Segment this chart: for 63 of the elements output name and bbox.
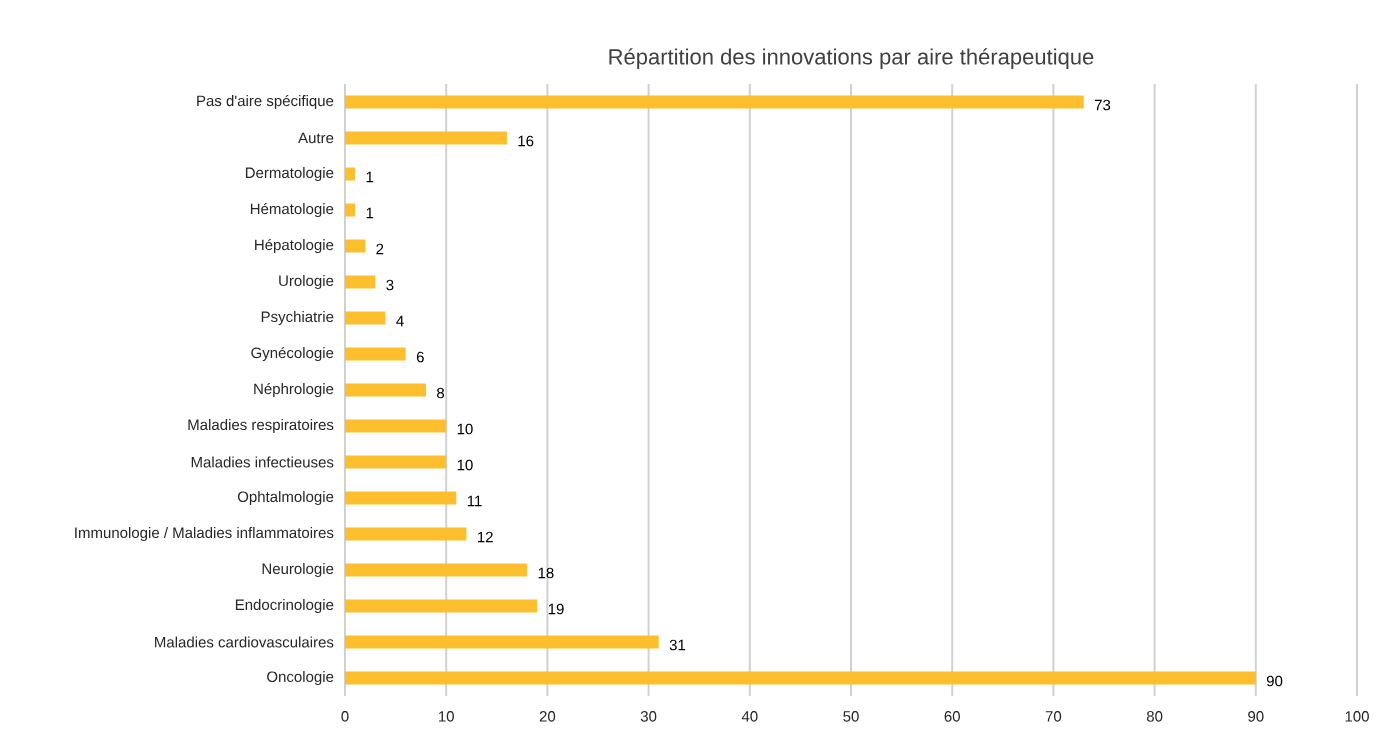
x-tick-label: 90 <box>1248 711 1264 722</box>
data-label: 1 <box>366 171 374 183</box>
x-tick-label: 30 <box>640 711 657 722</box>
y-tick-label: Hématologie <box>250 202 334 218</box>
x-tick-label: 10 <box>438 711 454 722</box>
x-tick-label: 60 <box>944 711 960 722</box>
data-label: 4 <box>396 315 404 327</box>
y-tick-label: Maladies cardiovasculaires <box>155 636 334 648</box>
bar <box>345 635 659 649</box>
data-label: 10 <box>457 423 473 435</box>
data-label: 90 <box>1266 675 1283 687</box>
bar <box>345 527 467 541</box>
bar <box>345 599 538 613</box>
y-tick-label: Autre <box>298 132 334 144</box>
bar <box>345 203 356 217</box>
y-tick-label: Hépatologie <box>255 238 334 254</box>
y-tick-label: Maladies infectieuses <box>191 456 334 468</box>
bar <box>345 455 447 469</box>
bar <box>345 383 426 397</box>
x-tick-label: 100 <box>1345 711 1369 722</box>
y-tick-label: Oncologie <box>267 671 334 685</box>
data-label: 10 <box>457 459 473 471</box>
x-tick-label: 40 <box>741 711 758 722</box>
bar <box>345 167 356 181</box>
data-label: 12 <box>477 531 493 543</box>
y-tick-label: Gynécologie <box>251 346 334 362</box>
data-label: 16 <box>518 135 534 147</box>
data-label: 2 <box>376 243 384 255</box>
bar <box>345 347 406 361</box>
bar <box>345 563 528 577</box>
x-tick-label: 50 <box>843 711 859 722</box>
y-tick-label: Pas d'aire spécifique <box>197 94 334 110</box>
bar <box>345 239 366 253</box>
data-label: 6 <box>416 351 424 363</box>
data-label: 18 <box>538 567 554 579</box>
y-tick-label: Maladies respiratoires <box>188 419 334 433</box>
bar <box>345 419 447 433</box>
y-tick-label: Néphrologie <box>254 382 334 398</box>
data-label: 73 <box>1094 99 1111 111</box>
bar <box>345 95 1084 109</box>
y-tick-label: Dermatologie <box>245 167 334 181</box>
bar <box>345 671 1256 685</box>
bar <box>345 131 507 145</box>
data-label: 11 <box>467 495 482 507</box>
data-label: 31 <box>669 639 686 651</box>
bar <box>345 491 457 505</box>
data-label: 8 <box>437 387 445 399</box>
data-label: 19 <box>548 603 564 615</box>
bar <box>345 311 386 325</box>
x-tick-label: 70 <box>1045 711 1062 722</box>
x-tick-label: 20 <box>539 711 556 722</box>
y-tick-label: Urologie <box>279 275 334 289</box>
bar <box>345 275 376 289</box>
y-tick-label: Immunologie / Maladies inflammatoires <box>75 527 334 541</box>
y-tick-label: Psychiatrie <box>261 311 334 325</box>
x-tick-label: 80 <box>1146 711 1163 722</box>
y-tick-label: Neurologie <box>262 563 334 577</box>
data-label: 3 <box>386 279 394 291</box>
chart-title: Répartition des innovations par aire thérapeutique <box>609 48 1094 69</box>
x-tick-label: 0 <box>341 711 349 722</box>
y-tick-label: Ophtalmologie <box>237 491 334 505</box>
data-label: 1 <box>366 207 374 219</box>
y-tick-label: Endocrinologie <box>235 599 334 613</box>
